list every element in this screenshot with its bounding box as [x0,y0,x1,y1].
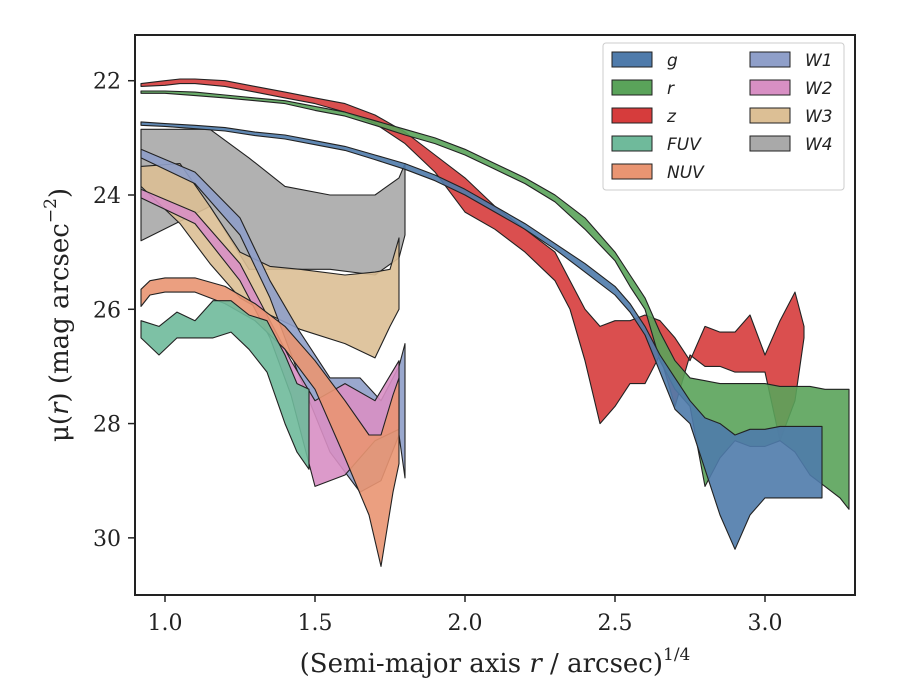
band-FUV [140,300,310,470]
legend-label-W3: W3 [805,107,833,127]
x-tick-label: 3.0 [748,611,783,636]
legend-swatch-NUV [611,163,653,180]
legend-label-FUV: FUV [667,135,702,155]
y-tick-label: 30 [93,527,121,552]
profile-bands [140,78,850,567]
legend-label-NUV: NUV [667,163,705,183]
legend-swatch-W1 [749,51,791,68]
y-axis-label-middle: ) (mag arcsec [45,223,75,402]
y-axis-label-suffix: ) [45,188,75,198]
y-tick-label: 24 [93,184,121,209]
x-axis-label-var: r [529,649,543,679]
legend-swatch-W2 [749,79,791,96]
y-tick-label: 26 [93,298,121,323]
legend-swatch-r [611,79,653,96]
band-NUV [140,277,400,567]
x-tick-label: 1.5 [298,611,333,636]
x-tick-label: 1.0 [148,611,183,636]
y-axis-label-prefix: μ( [45,415,75,442]
legend-swatch-FUV [611,135,653,152]
y-tick-label: 28 [93,413,121,438]
band-r [140,90,850,510]
legend: grz FUV NUV W1 W2 W3 W4 [602,42,845,191]
y-axis-ticks: 22 24 26 28 30 [93,70,135,552]
legend-label-W4: W4 [805,135,833,155]
y-tick-label: 22 [93,70,121,95]
legend-label-r: r [667,79,675,99]
y-axis-label: μ(r) (mag arcsec−2) [41,188,75,442]
y-axis-label-var: r [45,401,75,415]
band-g [140,121,823,550]
x-axis-label: (Semi-major axis r / arcsec)1/4 [300,645,691,679]
legend-label-W1: W1 [805,51,833,71]
x-axis-label-exponent: 1/4 [663,645,690,665]
plot-frame [134,34,856,596]
legend-swatch-g [611,51,653,68]
legend-label-z: z [666,107,677,127]
legend-swatch-z [611,107,653,124]
legend-label-W2: W2 [805,79,833,99]
band-z [140,78,805,442]
y-axis-label-exponent: −2 [41,198,61,223]
legend-swatch-W4 [749,135,791,152]
legend-swatch-W3 [749,107,791,124]
x-axis-label-prefix: (Semi-major axis [300,649,530,679]
x-tick-label: 2.5 [598,611,633,636]
x-axis-ticks: 1.0 1.5 2.0 2.5 3.0 [148,595,783,636]
x-axis-label-middle: / arcsec) [542,649,663,679]
x-tick-label: 2.0 [448,611,483,636]
legend-label-g: g [667,51,678,71]
